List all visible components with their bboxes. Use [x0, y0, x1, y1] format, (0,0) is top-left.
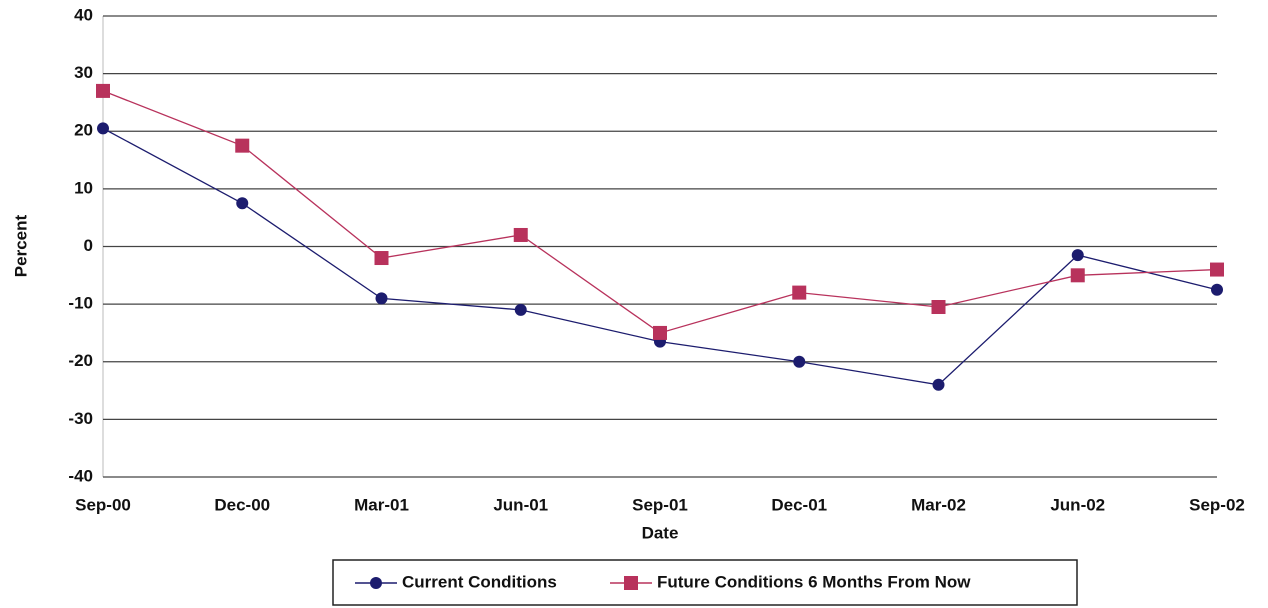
x-tick-label: Mar-02: [911, 495, 966, 514]
marker: [1070, 268, 1085, 283]
x-tick-label: Jun-02: [1050, 495, 1105, 514]
y-axis-label: Percent: [11, 214, 30, 277]
marker: [97, 122, 109, 135]
legend-box: [332, 559, 1078, 606]
legend-label: Future Conditions 6 Months From Now: [657, 572, 971, 591]
y-tick-label: 30: [74, 63, 93, 82]
y-tick-label: -40: [68, 466, 93, 485]
x-tick-label: Dec-01: [771, 495, 827, 514]
marker: [793, 355, 806, 368]
x-tick-label: Dec-00: [214, 495, 270, 514]
marker: [374, 251, 389, 266]
marker: [1211, 283, 1223, 296]
y-tick-label: 20: [74, 121, 93, 140]
y-tick-label: -30: [68, 409, 93, 428]
marker: [236, 197, 249, 210]
marker: [513, 227, 528, 242]
x-axis-label: Date: [642, 523, 679, 542]
x-tick-label: Sep-00: [75, 495, 131, 514]
legend-label: Current Conditions: [402, 572, 557, 591]
marker: [96, 83, 110, 98]
y-tick-label: -20: [68, 351, 93, 370]
marker: [1071, 249, 1084, 262]
marker: [932, 378, 945, 391]
legend-marker: [624, 576, 638, 590]
x-tick-label: Sep-02: [1189, 495, 1245, 514]
y-tick-label: 10: [74, 178, 93, 197]
series-line: [102, 90, 1218, 334]
marker: [931, 300, 946, 315]
marker: [792, 285, 807, 300]
marker: [1210, 262, 1224, 277]
x-tick-label: Sep-01: [632, 495, 688, 514]
x-tick-label: Jun-01: [493, 495, 548, 514]
marker: [235, 138, 250, 153]
y-tick-label: 0: [84, 236, 93, 255]
marker: [375, 292, 388, 305]
marker: [653, 325, 667, 340]
marker: [514, 303, 527, 316]
x-tick-label: Mar-01: [354, 495, 409, 514]
legend-marker: [370, 577, 382, 589]
y-tick-label: -10: [68, 294, 93, 313]
y-tick-label: 40: [74, 5, 93, 24]
